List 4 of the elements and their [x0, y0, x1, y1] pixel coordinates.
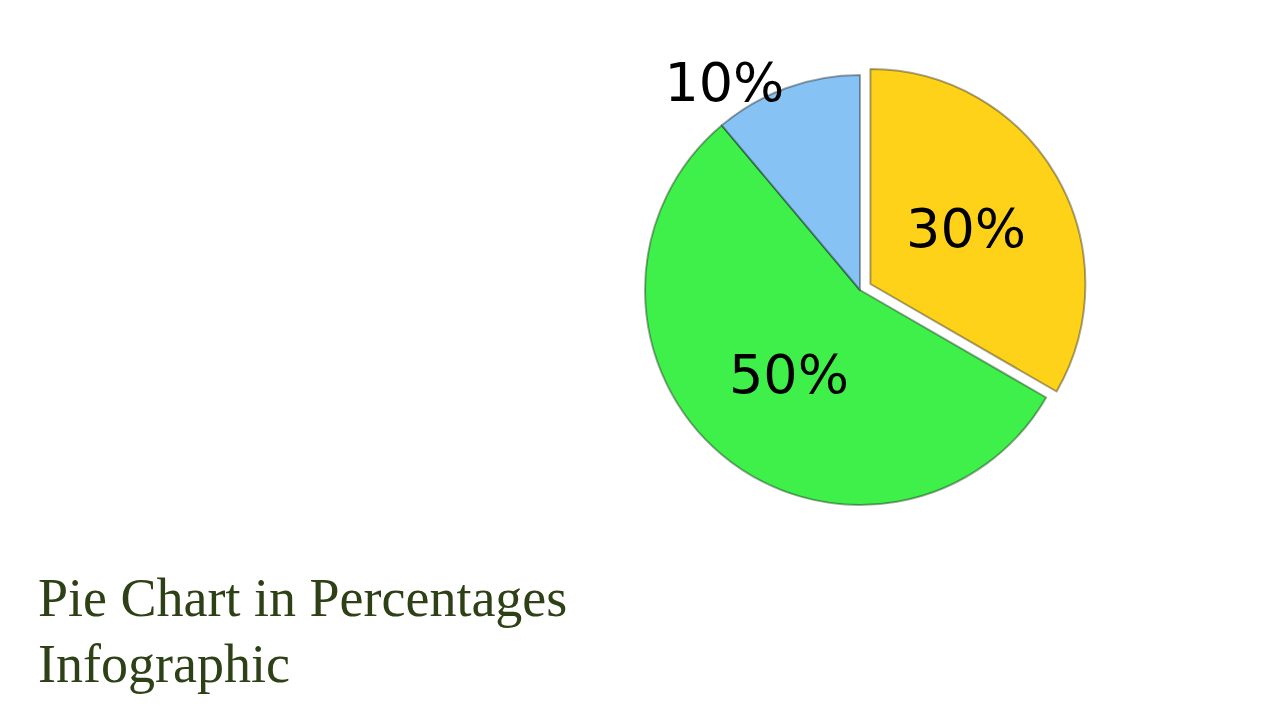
text: Pie Chart in Percentages Infographic	[38, 567, 569, 696]
data-label: 50%	[728, 343, 849, 407]
data-label: 10%	[664, 50, 785, 114]
data-label: 30%	[906, 197, 1027, 261]
